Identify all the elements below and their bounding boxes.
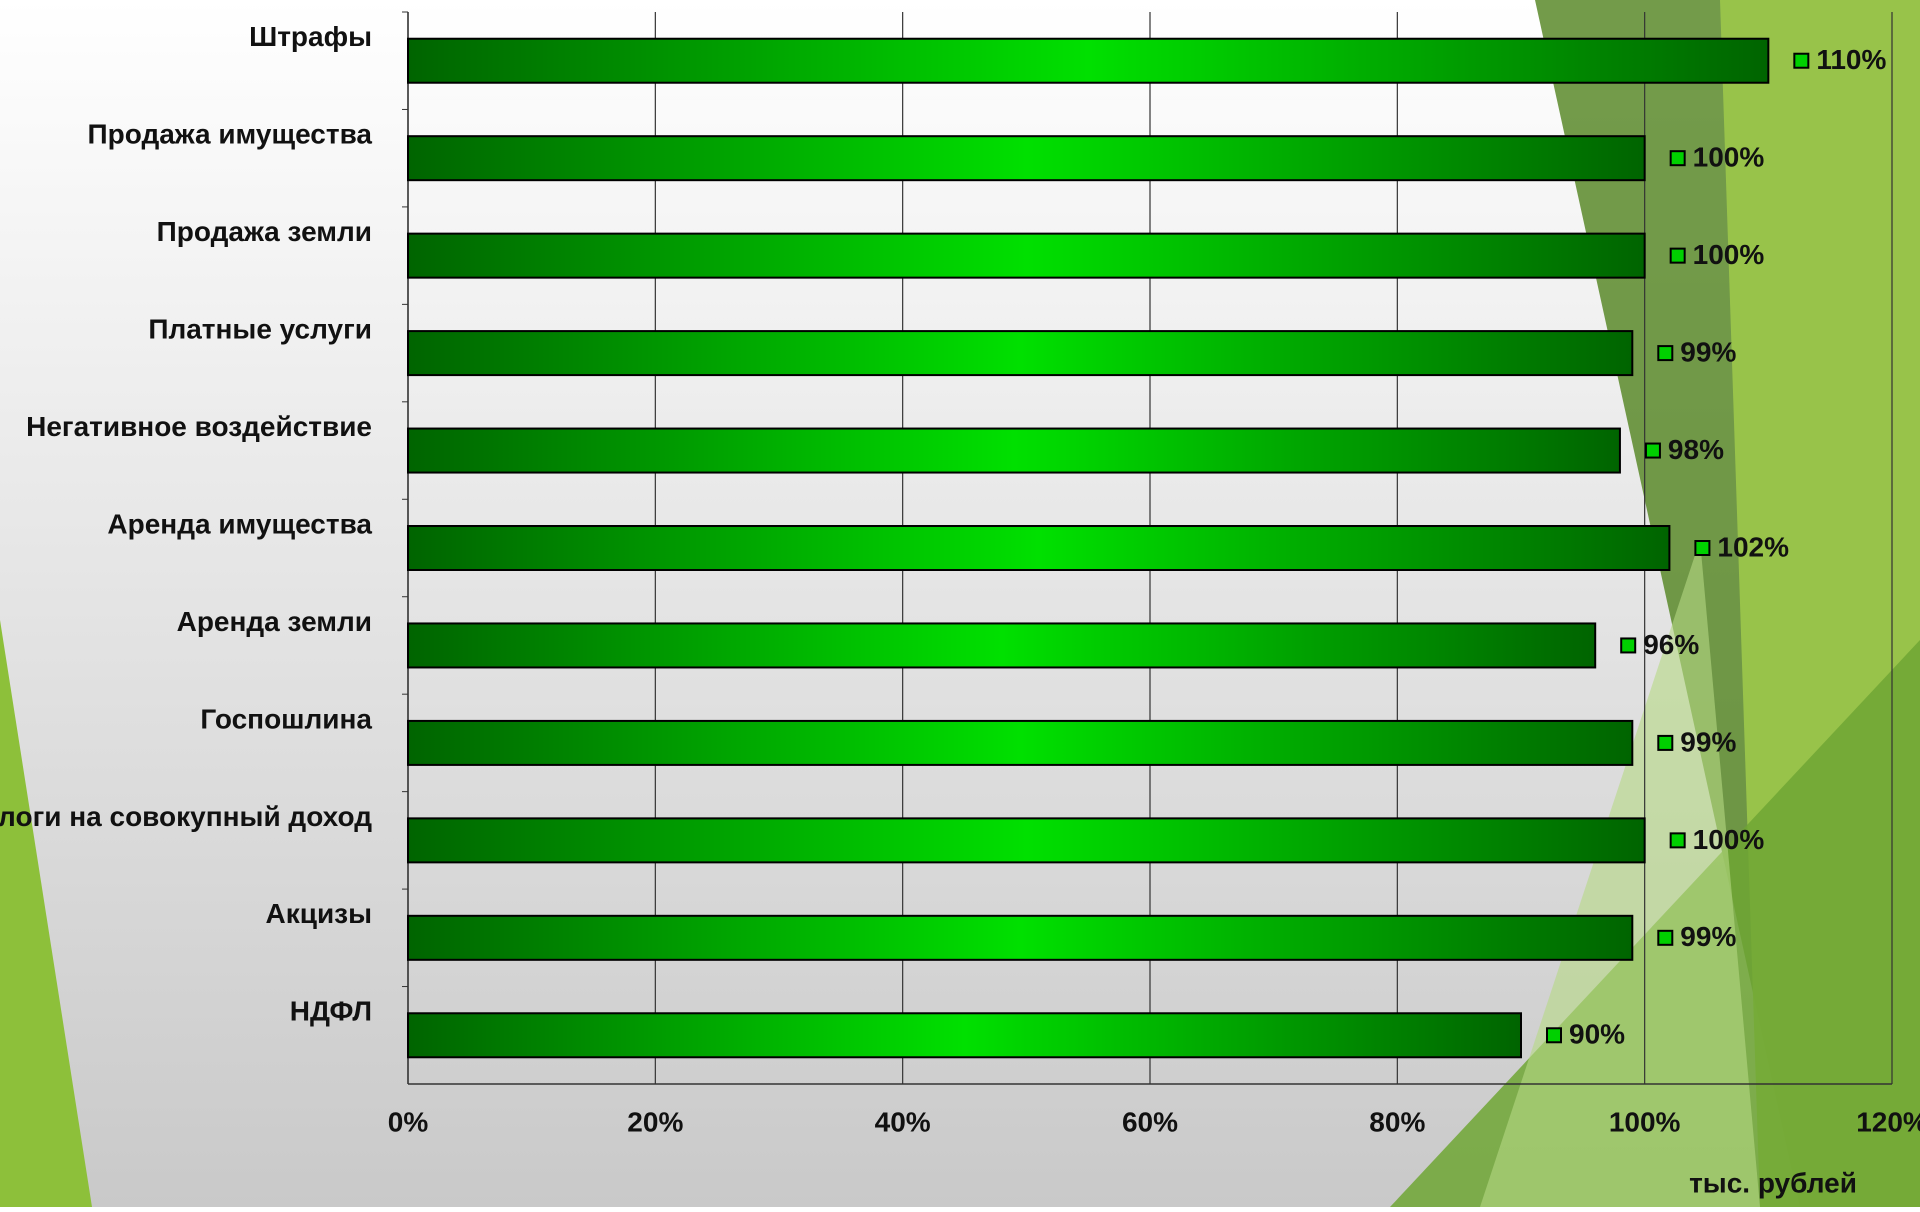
y-tick-label: Платные услуги [148,313,372,344]
value-label: 99% [1680,336,1736,367]
value-label: 100% [1693,142,1765,173]
value-label: 99% [1680,921,1736,952]
value-label: 110% [1816,44,1886,75]
legend-key [1620,637,1637,654]
bar [407,232,1646,279]
y-tick-label: Аренда земли [177,606,372,637]
x-tick-label: 120% [1856,1106,1920,1137]
x-tick-label: 60% [1122,1106,1178,1137]
value-label: 98% [1668,434,1724,465]
bar [407,1012,1522,1059]
bar [407,622,1597,669]
bar [407,719,1634,766]
legend-key [1657,734,1674,751]
legend-key [1669,150,1686,167]
legend-key [1793,52,1810,69]
y-tick-label: Акцизы [266,898,373,929]
legend-key [1644,442,1661,459]
y-tick-label: Аренда имущества [107,508,372,539]
decor [0,620,92,1207]
bar [407,817,1646,864]
x-tick-label: 100% [1609,1106,1681,1137]
x-tick-label: 20% [627,1106,683,1137]
x-tick-label: 0% [388,1106,429,1137]
x-tick-label: 80% [1369,1106,1425,1137]
bar [407,330,1634,377]
bar [407,135,1646,182]
bar [407,525,1671,571]
y-tick-label: Негативное воздействие [26,411,372,442]
y-tick-label: Продажа земли [157,216,372,247]
bar [407,427,1621,474]
y-tick-label: Госпошлина [200,703,372,734]
unit-label: тыс. рублей [1689,1167,1857,1198]
value-label: 90% [1569,1019,1625,1050]
legend-key [1669,247,1686,264]
bar [407,37,1770,84]
legend-key [1694,540,1711,556]
x-tick-label: 40% [875,1106,931,1137]
legend-key [1669,832,1686,849]
bar [407,914,1634,961]
y-tick-label: Штрафы [249,21,372,52]
legend-key [1657,929,1674,946]
legend-key [1657,345,1674,362]
value-label: 99% [1680,726,1736,757]
value-label: 96% [1643,629,1699,660]
legend-key [1546,1027,1562,1044]
y-tick-label: Продажа имущества [87,119,372,150]
value-label: 100% [1693,239,1765,270]
value-label: 102% [1717,531,1789,562]
y-tick-label: НДФЛ [290,996,372,1027]
value-label: 100% [1693,824,1765,855]
y-tick-label: Налоги на совокупный доход [0,801,372,832]
